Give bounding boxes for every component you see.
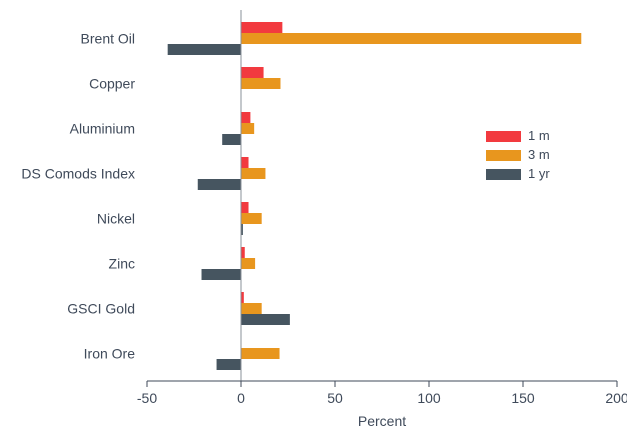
x-tick-label: 150 (511, 390, 535, 406)
bar-nickel-3-m (241, 213, 262, 224)
x-tick-label: 100 (417, 390, 441, 406)
x-axis-title: Percent (358, 413, 406, 429)
legend-swatch-1-yr (486, 169, 521, 180)
category-label-iron-ore: Iron Ore (84, 346, 136, 362)
x-tick-label: 0 (237, 390, 245, 406)
bar-iron-ore-3-m (241, 348, 280, 359)
bar-aluminium-3-m (241, 123, 255, 134)
bar-ds-comods-index-1-m (241, 157, 249, 168)
category-label-nickel: Nickel (97, 211, 135, 227)
category-label-aluminium: Aluminium (70, 121, 135, 137)
category-labels: Brent Oil Copper Aluminium DS Comods Index N… (21, 31, 135, 362)
category-label-gsci-gold: GSCI Gold (67, 301, 135, 317)
bar-aluminium-1-yr (222, 134, 241, 145)
x-axis: -50 0 50 100 150 200 (137, 380, 627, 406)
bar-iron-ore-1-yr (216, 359, 241, 370)
legend: 1 m 3 m 1 yr (486, 128, 550, 181)
bar-nickel-1-yr (241, 224, 243, 235)
category-label-zinc: Zinc (109, 256, 135, 272)
bar-ds-comods-index-1-yr (197, 179, 241, 190)
category-label-brent-oil: Brent Oil (81, 31, 135, 47)
bar-zinc-1-yr (201, 269, 241, 280)
bar-brent-oil-3-m (241, 33, 582, 44)
bar-copper-3-m (241, 78, 281, 89)
legend-swatch-3-m (486, 150, 521, 161)
bar-gsci-gold-1-m (241, 292, 244, 303)
x-tick-label: 200 (605, 390, 627, 406)
bar-gsci-gold-1-yr (241, 314, 290, 325)
legend-label-1-m: 1 m (528, 128, 550, 143)
bar-zinc-1-m (241, 247, 245, 258)
category-label-ds-comods-index: DS Comods Index (21, 166, 135, 182)
x-tick-label: 50 (327, 390, 343, 406)
bar-brent-oil-1-yr (167, 44, 241, 55)
bar-ds-comods-index-3-m (241, 168, 266, 179)
legend-swatch-1-m (486, 131, 521, 142)
category-label-copper: Copper (89, 76, 135, 92)
bar-aluminium-1-m (241, 112, 251, 123)
bar-copper-1-m (241, 67, 264, 78)
legend-label-1-yr: 1 yr (528, 166, 550, 181)
bars-group (167, 22, 582, 370)
bar-brent-oil-1-m (241, 22, 283, 33)
legend-label-3-m: 3 m (528, 147, 550, 162)
bar-nickel-1-m (241, 202, 249, 213)
bar-zinc-3-m (241, 258, 256, 269)
x-tick-label: -50 (137, 390, 157, 406)
bar-gsci-gold-3-m (241, 303, 262, 314)
